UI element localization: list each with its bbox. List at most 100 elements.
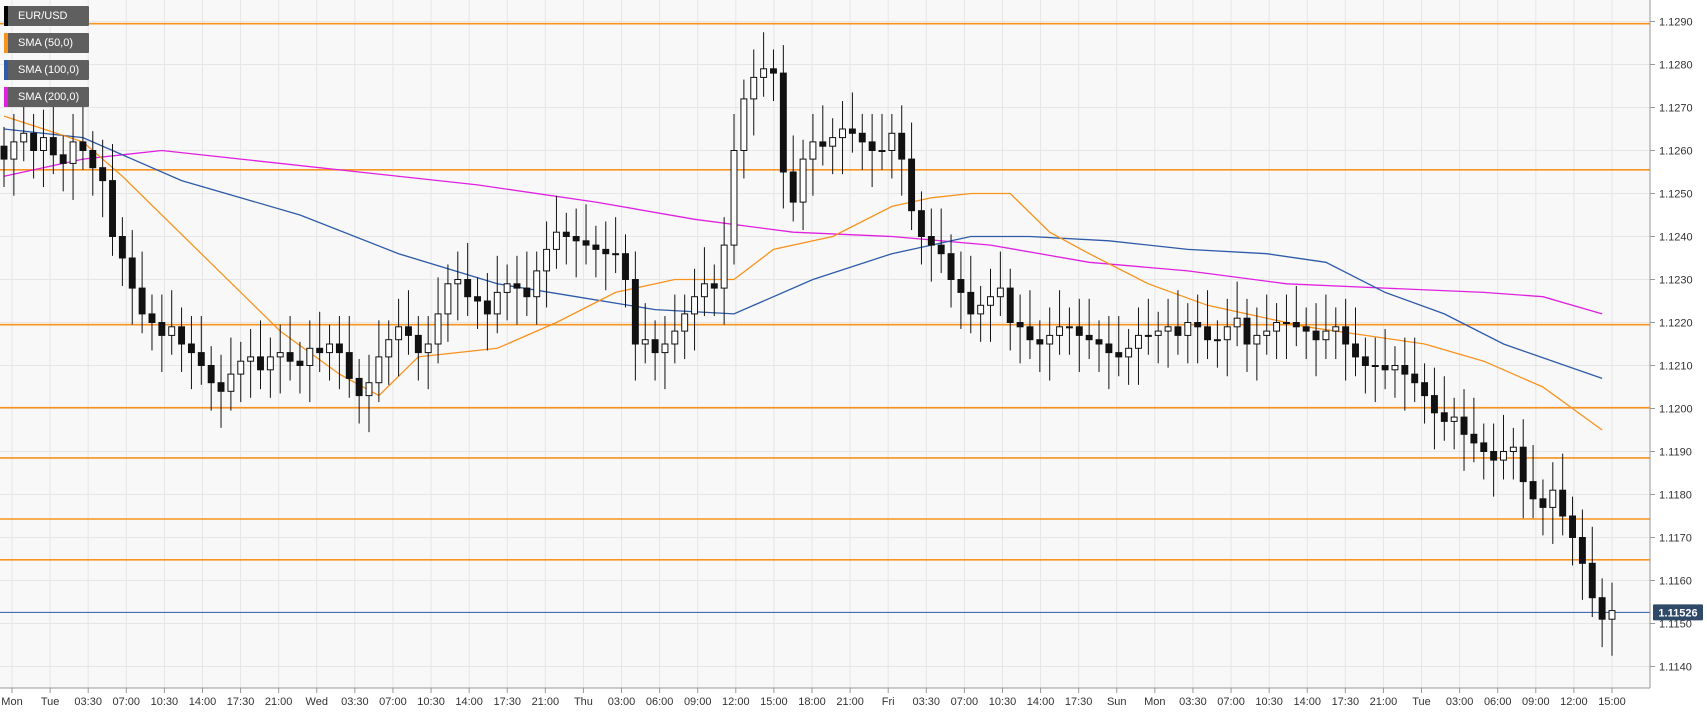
legend-swatch: [4, 87, 8, 107]
y-tick-label: 1.1190: [1659, 447, 1692, 459]
candle: [483, 273, 491, 351]
x-tick-label: 07:00: [1217, 696, 1245, 708]
candle: [937, 208, 945, 274]
candle: [730, 113, 738, 265]
candle: [464, 242, 472, 317]
candle: [40, 109, 47, 188]
candle: [30, 113, 38, 179]
candle: [434, 277, 442, 364]
candle: [207, 346, 215, 411]
candle: [1450, 397, 1458, 450]
legend-item[interactable]: EUR/USD: [4, 6, 90, 26]
candle: [1588, 526, 1596, 618]
candle: [1401, 337, 1409, 411]
x-tick-label: 03:00: [1446, 696, 1474, 708]
candle: [829, 118, 837, 175]
candle: [760, 32, 768, 97]
candle: [513, 255, 521, 325]
candle: [1204, 290, 1211, 360]
candle: [1026, 290, 1034, 360]
x-tick-label: 03:30: [341, 696, 369, 708]
candle: [947, 234, 955, 308]
legend-label: SMA (100,0): [18, 64, 80, 76]
candle: [296, 341, 304, 394]
candle: [1016, 294, 1024, 364]
legend-swatch: [4, 33, 8, 53]
candle: [1519, 419, 1527, 519]
candle: [257, 320, 264, 390]
candle: [1361, 337, 1369, 394]
legend-swatch: [4, 6, 8, 26]
candle: [572, 208, 580, 278]
candle: [414, 316, 422, 381]
candle: [1332, 307, 1340, 360]
candle: [977, 285, 985, 342]
x-tick-label: Thu: [574, 696, 593, 708]
candle: [20, 96, 28, 162]
candle: [1105, 316, 1113, 390]
candle: [158, 294, 166, 372]
candle: [168, 290, 176, 355]
candle: [1598, 578, 1606, 648]
legend-item[interactable]: SMA (100,0): [4, 60, 90, 80]
candle: [917, 191, 925, 265]
candle: [10, 113, 18, 196]
y-tick-label: 1.1180: [1659, 490, 1692, 502]
x-tick-label: Tue: [1412, 696, 1431, 708]
candle: [69, 113, 77, 200]
x-tick-label: 14:00: [1293, 696, 1321, 708]
candle: [1352, 307, 1359, 377]
candle: [750, 49, 758, 136]
legend-item[interactable]: SMA (200,0): [4, 87, 90, 107]
candle: [1608, 582, 1616, 656]
candle: [1282, 294, 1290, 360]
candle: [355, 359, 363, 424]
candle: [868, 113, 876, 188]
candle: [1164, 298, 1172, 368]
candle: [1509, 427, 1517, 480]
candle: [385, 320, 393, 385]
x-tick-label: 09:00: [684, 696, 712, 708]
y-tick-label: 1.1280: [1659, 60, 1693, 72]
x-tick-label: 14:00: [1027, 696, 1055, 708]
candle: [365, 354, 373, 433]
candle: [1135, 307, 1142, 385]
candle: [405, 290, 412, 355]
candle: [1174, 290, 1182, 355]
x-tick-label: 21:00: [265, 696, 293, 708]
candle: [996, 251, 1004, 317]
candle: [1460, 389, 1468, 471]
candle: [1490, 423, 1498, 497]
candle: [493, 255, 501, 334]
y-tick-label: 1.1250: [1659, 189, 1693, 201]
candle: [99, 139, 107, 218]
candle: [779, 45, 787, 209]
candle: [217, 354, 225, 428]
y-tick-label: 1.1210: [1659, 361, 1693, 373]
x-tick-label: Wed: [306, 696, 328, 708]
y-tick-label: 1.1260: [1659, 146, 1693, 158]
x-tick-label: 09:00: [1522, 696, 1550, 708]
candle: [651, 320, 659, 381]
x-tick-label: Mon: [1, 696, 22, 708]
y-tick-label: 1.1160: [1659, 576, 1692, 588]
candle: [1194, 294, 1202, 364]
candle: [1470, 397, 1478, 463]
candle: [118, 217, 126, 286]
candle: [878, 113, 886, 170]
candle: [1391, 346, 1399, 398]
legend-item[interactable]: SMA (50,0): [4, 33, 90, 53]
x-tick-label: 14:00: [455, 696, 483, 708]
x-tick-label: 10:30: [151, 696, 179, 708]
y-tick-label: 1.1220: [1659, 318, 1693, 330]
candle: [138, 251, 146, 334]
candle: [631, 251, 639, 381]
x-tick-label: 07:00: [379, 696, 407, 708]
candle: [839, 101, 846, 175]
candle: [671, 294, 679, 364]
candle: [1233, 281, 1241, 347]
candle: [641, 303, 649, 364]
candle: [1095, 320, 1103, 372]
candle: [799, 139, 807, 231]
candle: [1223, 298, 1231, 377]
